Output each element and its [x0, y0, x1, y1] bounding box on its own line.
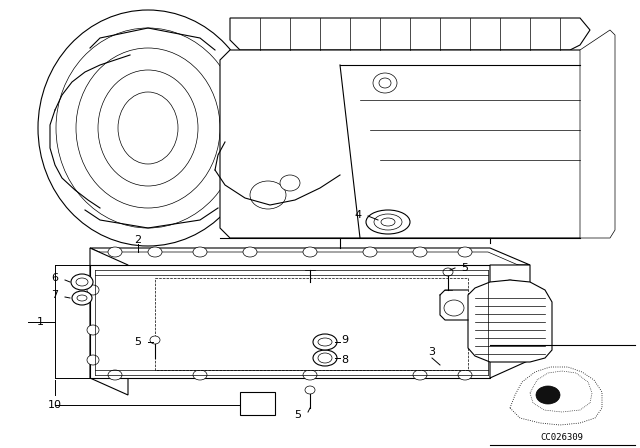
Ellipse shape	[56, 28, 240, 228]
Polygon shape	[240, 392, 275, 415]
Polygon shape	[90, 265, 490, 378]
Text: 5: 5	[461, 263, 468, 273]
Ellipse shape	[108, 370, 122, 380]
Ellipse shape	[87, 355, 99, 365]
Ellipse shape	[379, 78, 391, 88]
Ellipse shape	[280, 175, 300, 191]
Polygon shape	[90, 248, 530, 265]
Ellipse shape	[250, 181, 286, 209]
Ellipse shape	[458, 370, 472, 380]
Polygon shape	[95, 252, 525, 268]
Text: CC026309: CC026309	[541, 434, 584, 443]
Ellipse shape	[504, 340, 516, 350]
Ellipse shape	[76, 48, 220, 208]
Polygon shape	[468, 280, 552, 362]
Text: 8: 8	[341, 355, 349, 365]
Ellipse shape	[504, 310, 516, 320]
Polygon shape	[90, 248, 128, 395]
Ellipse shape	[363, 247, 377, 257]
Text: 1: 1	[36, 317, 44, 327]
Ellipse shape	[366, 210, 410, 234]
Ellipse shape	[118, 92, 178, 164]
Ellipse shape	[72, 291, 92, 305]
Ellipse shape	[193, 370, 207, 380]
Text: 5: 5	[134, 337, 141, 347]
Ellipse shape	[150, 336, 160, 344]
Ellipse shape	[243, 247, 257, 257]
Ellipse shape	[305, 386, 315, 394]
Text: 5: 5	[294, 410, 301, 420]
Ellipse shape	[303, 247, 317, 257]
Text: 6: 6	[51, 273, 58, 283]
Ellipse shape	[536, 386, 560, 404]
Ellipse shape	[193, 247, 207, 257]
Ellipse shape	[458, 247, 472, 257]
Text: 9: 9	[341, 335, 349, 345]
Polygon shape	[490, 265, 530, 378]
Ellipse shape	[71, 274, 93, 290]
Polygon shape	[155, 278, 468, 370]
Ellipse shape	[38, 10, 258, 246]
Polygon shape	[220, 50, 590, 238]
Ellipse shape	[373, 73, 397, 93]
Ellipse shape	[87, 325, 99, 335]
Polygon shape	[230, 18, 590, 50]
Ellipse shape	[443, 268, 453, 276]
Ellipse shape	[313, 334, 337, 350]
Ellipse shape	[76, 278, 88, 286]
Polygon shape	[530, 371, 592, 412]
Ellipse shape	[504, 280, 516, 290]
Ellipse shape	[381, 218, 395, 226]
Ellipse shape	[98, 70, 198, 186]
Ellipse shape	[148, 247, 162, 257]
Ellipse shape	[285, 290, 335, 330]
Ellipse shape	[87, 285, 99, 295]
Ellipse shape	[413, 370, 427, 380]
Polygon shape	[510, 367, 602, 425]
Ellipse shape	[313, 350, 337, 366]
Polygon shape	[580, 30, 615, 238]
Ellipse shape	[108, 247, 122, 257]
Text: 2: 2	[134, 235, 141, 245]
Text: 4: 4	[355, 210, 362, 220]
Ellipse shape	[318, 353, 332, 363]
Text: 3: 3	[429, 347, 435, 357]
Text: 7: 7	[51, 290, 59, 300]
Ellipse shape	[303, 370, 317, 380]
Ellipse shape	[413, 247, 427, 257]
Ellipse shape	[374, 214, 402, 230]
Ellipse shape	[296, 299, 324, 321]
Ellipse shape	[318, 338, 332, 346]
Ellipse shape	[444, 300, 464, 316]
Ellipse shape	[77, 295, 87, 301]
Text: 10: 10	[48, 400, 62, 410]
Ellipse shape	[275, 282, 345, 338]
